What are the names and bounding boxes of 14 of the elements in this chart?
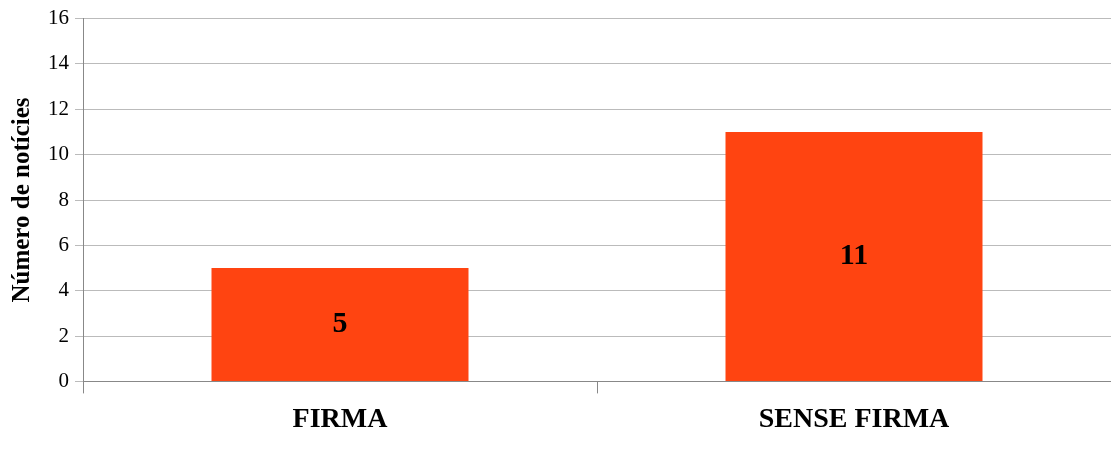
y-axis-title: Número de notícies xyxy=(7,97,35,303)
y-tick-label: 2 xyxy=(58,322,69,347)
y-tick-label: 0 xyxy=(58,367,69,392)
x-tick-label: SENSE FIRMA xyxy=(758,402,951,434)
y-tick-label: 8 xyxy=(58,186,69,211)
y-tick-label: 4 xyxy=(58,277,70,302)
data-label: 11 xyxy=(839,237,869,271)
x-tick-label: FIRMA xyxy=(292,402,389,434)
y-tick-label: 10 xyxy=(48,141,69,166)
y-tick-label: 12 xyxy=(48,95,69,120)
y-tick-label: 16 xyxy=(48,5,69,30)
data-label: 5 xyxy=(332,305,348,339)
y-tick-label: 6 xyxy=(58,231,69,256)
y-tick-label: 14 xyxy=(48,50,70,75)
